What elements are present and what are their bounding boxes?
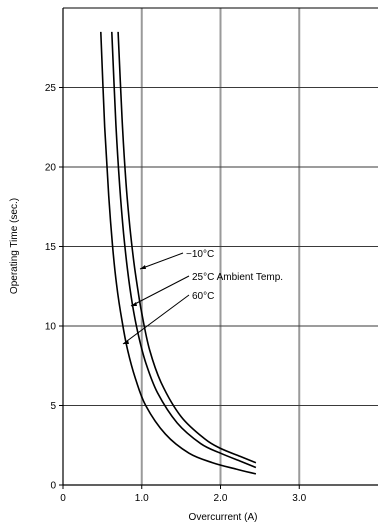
annotation-minus10c-arrowhead bbox=[140, 265, 146, 269]
annotation-25c-leader bbox=[130, 275, 190, 307]
annotation-25c-label: 25°C Ambient Temp. bbox=[192, 272, 283, 283]
y-tick-label: 0 bbox=[50, 481, 56, 492]
series-minus10c-line bbox=[117, 31, 257, 464]
y-axis-title: Operating Time (sec.) bbox=[9, 198, 20, 294]
y-tick-label: 15 bbox=[45, 242, 57, 253]
grid-layer bbox=[62, 7, 378, 486]
x-tick-label: 0 bbox=[60, 493, 66, 504]
annotation-60c-label: 60°C bbox=[192, 291, 214, 302]
annotation-60c-arrowhead bbox=[123, 340, 129, 344]
y-tick-label: 25 bbox=[45, 83, 57, 94]
y-tick-label: 20 bbox=[45, 163, 57, 174]
y-tick-label: 5 bbox=[50, 401, 56, 412]
x-tick-label: 2.0 bbox=[214, 493, 228, 504]
annotation-layer: −10°C 25°C Ambient Temp. 60°C bbox=[122, 249, 283, 345]
annotation-minus10c-label: −10°C bbox=[186, 249, 214, 260]
series-layer bbox=[100, 31, 257, 475]
annotation-60c-leader bbox=[122, 294, 190, 345]
x-tick-label: 1.0 bbox=[135, 493, 149, 504]
series-25c-line bbox=[111, 31, 257, 469]
series-60c-line bbox=[100, 31, 257, 475]
annotation-25c-arrowhead bbox=[131, 302, 137, 306]
tick-label-layer: 0 5 10 15 20 25 0 1.0 2.0 3.0 bbox=[45, 83, 307, 504]
y-tick-label: 10 bbox=[45, 322, 57, 333]
x-tick-label: 3.0 bbox=[292, 493, 306, 504]
annotation-minus10c-leader bbox=[139, 252, 184, 270]
x-axis-title: Overcurrent (A) bbox=[189, 512, 258, 523]
